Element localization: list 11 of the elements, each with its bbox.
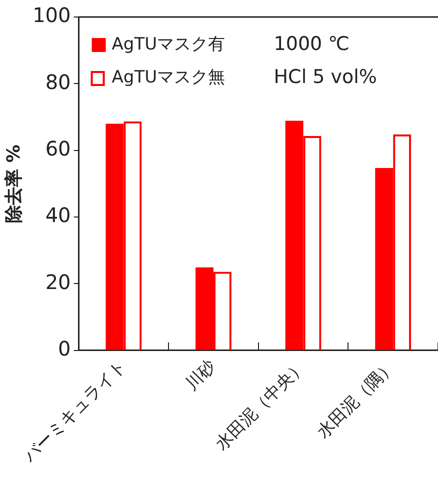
y-axis-title: 除去率 % [3, 144, 24, 223]
y-tick-label: 60 [45, 136, 71, 161]
y-tick-label: 80 [45, 70, 71, 94]
legend-label: AgTUマスク有 [112, 34, 226, 54]
legend-label: AgTUマスク無 [112, 67, 226, 88]
annotation: HCl 5 vol% [274, 66, 377, 88]
y-tick-label: 40 [45, 203, 71, 228]
x-tick-label: 水田泥（隅） [313, 356, 400, 442]
y-tick-label: 20 [45, 270, 71, 294]
annotation: 1000 ℃ [274, 32, 350, 55]
y-tick-label: 100 [32, 3, 71, 28]
